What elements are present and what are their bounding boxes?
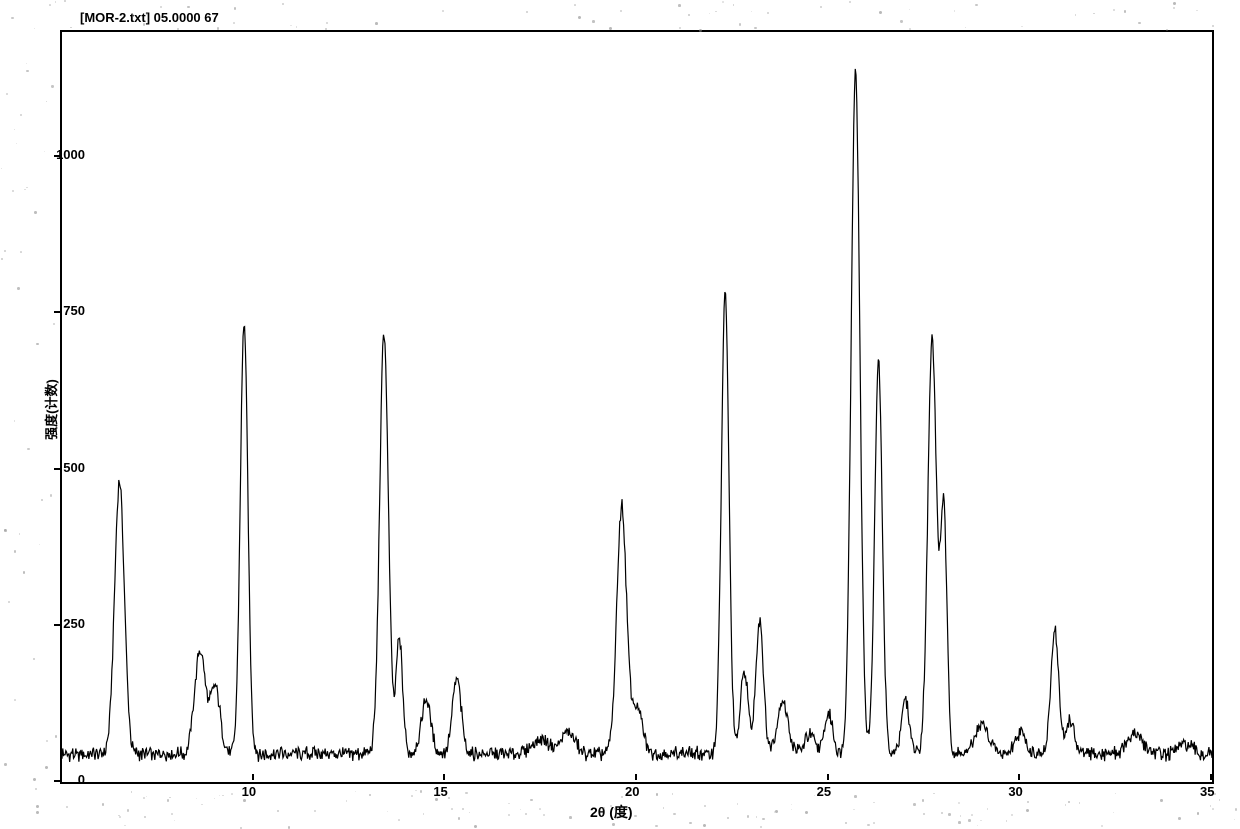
x-tick-label: 35 [1200, 784, 1214, 799]
y-tick-label: 250 [45, 616, 85, 631]
x-tick-label: 25 [817, 784, 831, 799]
chart-header: [MOR-2.txt] 05.0000 67 [80, 10, 219, 25]
y-tick-label: 500 [45, 460, 85, 475]
x-tick-label: 15 [433, 784, 447, 799]
y-axis-label: 强度(计数) [41, 379, 60, 440]
x-tick-label: 10 [242, 784, 256, 799]
xrd-plot-area [60, 30, 1214, 784]
x-tick-label: 30 [1008, 784, 1022, 799]
xrd-line-plot [62, 32, 1212, 782]
y-tick-label: 1000 [45, 147, 85, 162]
x-tick-label: 20 [625, 784, 639, 799]
y-tick-label: 0 [45, 772, 85, 787]
y-tick-label: 750 [45, 303, 85, 318]
